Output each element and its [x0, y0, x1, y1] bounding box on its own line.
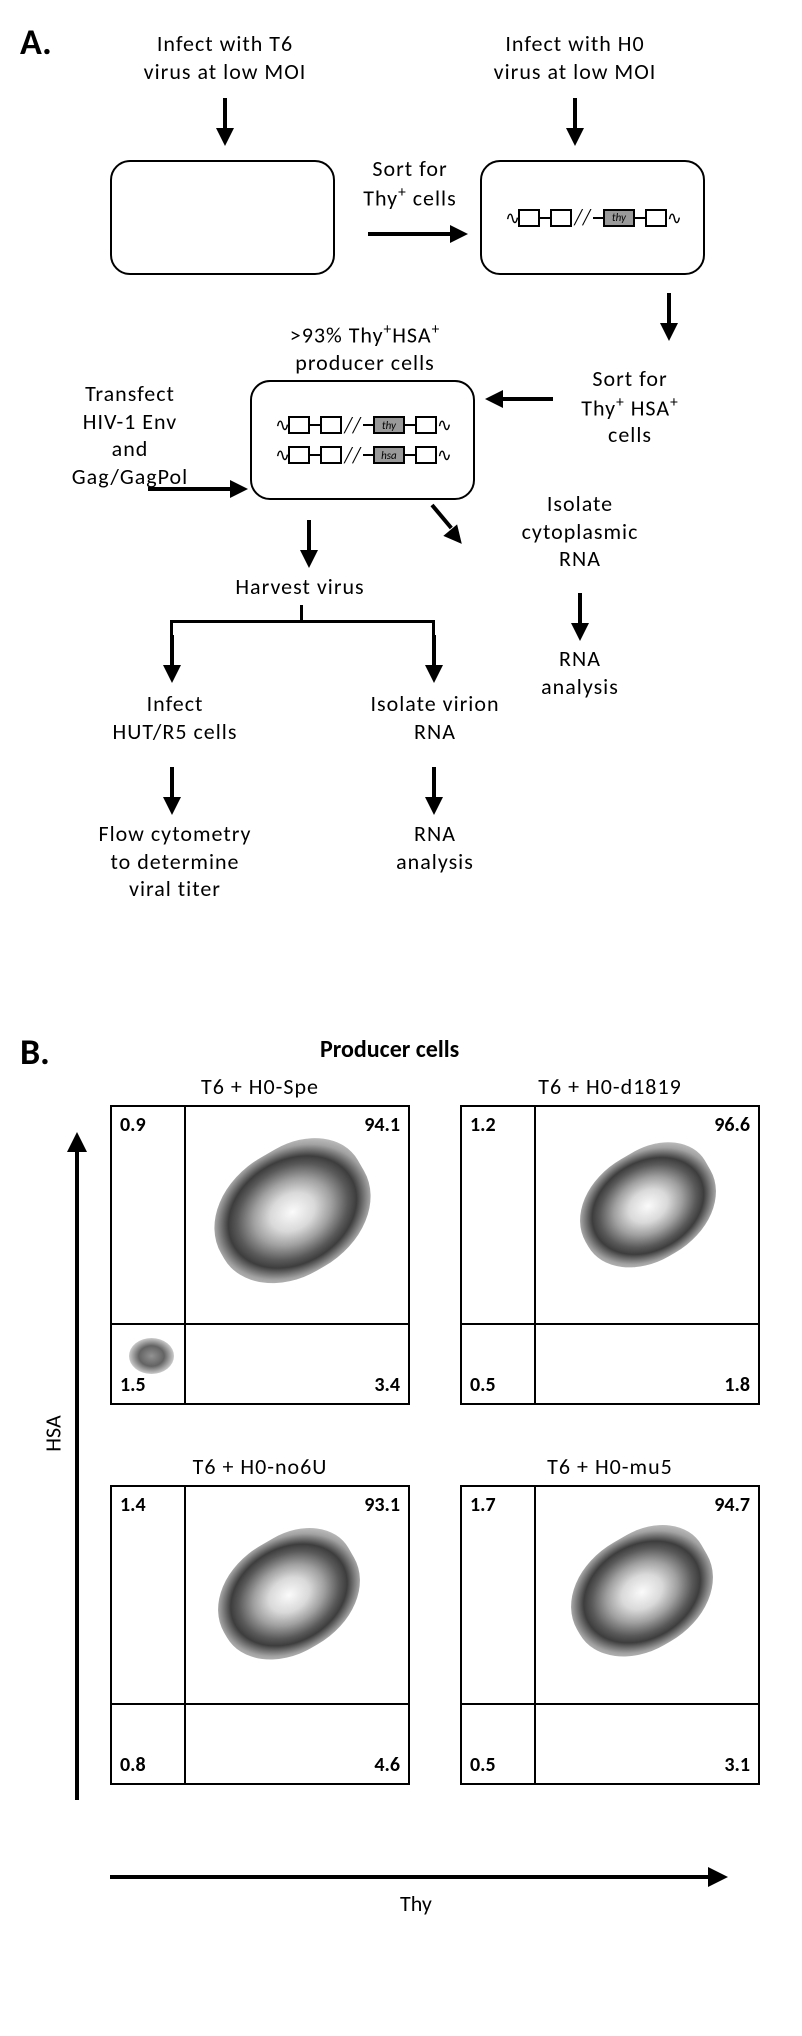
plot-title: T6 + H0-no6U [110, 1453, 410, 1480]
quadrant-pct: 0.9 [120, 1113, 146, 1137]
quadrant-pct: 0.8 [120, 1753, 146, 1777]
quadrant-pct: 1.7 [470, 1493, 496, 1517]
arrow-icon [485, 390, 503, 408]
plot-title: T6 + H0-d1819 [460, 1073, 760, 1100]
text-isolate-virion: Isolate virionRNA [340, 690, 530, 745]
panel-a-label: A. [20, 20, 52, 64]
crosshair-v [534, 1487, 536, 1783]
scatter-plot: 1.7 94.7 0.5 3.1 [460, 1485, 760, 1785]
quadrant-pct: 1.8 [724, 1373, 750, 1397]
scatter-plot: 0.9 94.1 1.5 3.4 [110, 1105, 410, 1405]
arrow-icon [450, 225, 468, 243]
text-transfect: TransfectHIV-1 EnvandGag/GagPol [40, 380, 220, 490]
crosshair-h [112, 1323, 408, 1325]
arrow-icon [660, 323, 678, 341]
arrow-icon [300, 550, 318, 568]
plot-title: T6 + H0-Spe [110, 1073, 410, 1100]
text-infect-hut: InfectHUT/R5 cells [90, 690, 260, 745]
arrow-icon [163, 797, 181, 815]
panel-b-title: Producer cells [320, 1035, 459, 1064]
x-axis-label: Thy [400, 1890, 432, 1917]
arrow-icon [566, 128, 584, 146]
quadrant-pct: 94.7 [714, 1493, 750, 1517]
crosshair-v [184, 1487, 186, 1783]
plot-wrapper: T6 + H0-mu51.794.70.53.1 [460, 1485, 760, 1785]
y-axis-label: HSA [40, 1415, 67, 1451]
plot-wrapper: T6 + H0-no6U1.493.10.84.6 [110, 1485, 410, 1785]
gene-diagram-thy-2: ∿╱╱thy∿ [275, 414, 450, 436]
quadrant-pct: 1.5 [120, 1373, 146, 1397]
text-producer: >93% Thy+HSA+producer cells [250, 320, 480, 376]
density-blob [549, 1505, 736, 1679]
text-flow-cyto: Flow cytometryto determineviral titer [70, 820, 280, 903]
text-rna-1: RNAanalysis [510, 645, 650, 700]
cell-box-producer: ∿╱╱thy∿ ∿╱╱hsa∿ [250, 380, 475, 500]
panel-b-label: B. [20, 1030, 50, 1074]
branch-line [300, 605, 303, 620]
arrow-icon [571, 623, 589, 641]
text-t6-infect: Infect with T6virus at low MOI [100, 30, 350, 85]
crosshair-v [534, 1107, 536, 1403]
plot-wrapper: T6 + H0-d18191.296.60.51.8 [460, 1105, 760, 1405]
quadrant-pct: 0.5 [470, 1373, 496, 1397]
quadrant-pct: 93.1 [364, 1493, 400, 1517]
branch-line [432, 620, 435, 635]
scatter-plot: 1.4 93.1 0.8 4.6 [110, 1485, 410, 1785]
text-harvest: Harvest virus [210, 573, 390, 601]
arrow-icon [230, 480, 248, 498]
panel-a: A. Infect with T6virus at low MOI Infect… [20, 20, 780, 1000]
arrow-icon [425, 665, 443, 683]
arrow-line [430, 504, 452, 530]
quadrant-pct: 96.6 [714, 1113, 750, 1137]
crosshair-h [462, 1703, 758, 1705]
text-h0-infect: Infect with H0virus at low MOI [450, 30, 700, 85]
density-blob [559, 1123, 738, 1289]
quadrant-pct: 4.6 [374, 1753, 400, 1777]
cell-box-empty [110, 160, 335, 275]
panel-b: B. Producer cells HSA Thy T6 + H0-Spe 0.9… [20, 1030, 780, 1970]
plot-title: T6 + H0-mu5 [460, 1453, 760, 1480]
gene-diagram-thy: ∿╱╱thy∿ [505, 207, 680, 229]
crosshair-h [112, 1703, 408, 1705]
quadrant-pct: 94.1 [364, 1113, 400, 1137]
text-sort-thy: Sort forThy+ cells [350, 155, 470, 211]
plot-grid: T6 + H0-Spe0.994.11.53.4T6 + H0-d18191.2… [110, 1105, 760, 1785]
quadrant-pct: 0.5 [470, 1753, 496, 1777]
arrow-icon [163, 665, 181, 683]
density-blob [189, 1116, 395, 1308]
scatter-plot: 1.2 96.6 0.5 1.8 [460, 1105, 760, 1405]
cell-box-thy: ∿╱╱thy∿ [480, 160, 705, 275]
y-axis-arrow-icon [75, 1150, 79, 1800]
text-isolate-cyto: IsolatecytoplasmicRNA [490, 490, 670, 573]
crosshair-h [462, 1323, 758, 1325]
crosshair-v [184, 1107, 186, 1403]
arrow-icon [443, 524, 468, 549]
branch-line [170, 620, 435, 623]
branch-line [170, 620, 173, 635]
quadrant-pct: 3.4 [374, 1373, 400, 1397]
plot-wrapper: T6 + H0-Spe0.994.11.53.4 [110, 1105, 410, 1405]
density-blob [196, 1508, 383, 1682]
density-blob-small [129, 1338, 174, 1374]
gene-diagram-hsa: ∿╱╱hsa∿ [275, 444, 450, 466]
x-axis-arrow-icon [110, 1875, 710, 1879]
arrow-icon [216, 128, 234, 146]
text-rna-2: RNAanalysis [360, 820, 510, 875]
quadrant-pct: 1.4 [120, 1493, 146, 1517]
arrow-icon [425, 797, 443, 815]
quadrant-pct: 1.2 [470, 1113, 496, 1137]
quadrant-pct: 3.1 [724, 1753, 750, 1777]
text-sort-thy-hsa: Sort forThy+ HSA+cells [560, 365, 700, 449]
